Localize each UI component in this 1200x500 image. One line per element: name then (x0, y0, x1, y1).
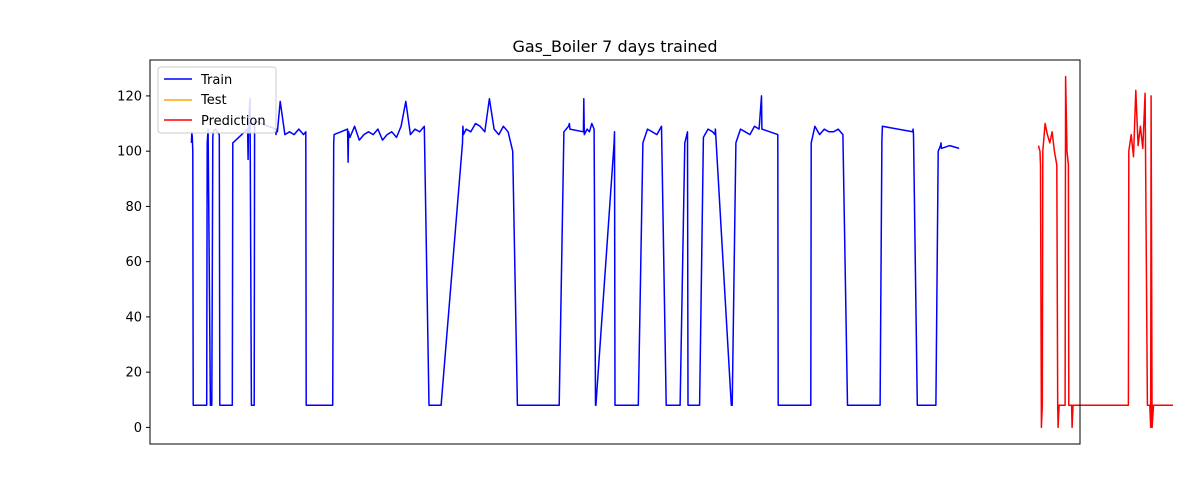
legend-label-prediction: Prediction (201, 114, 266, 129)
plot-frame (149, 59, 1081, 445)
y-tick-label: 0 (134, 421, 142, 436)
plot-area: 0 20 40 60 80 100 120 (117, 59, 1173, 445)
y-axis: 0 20 40 60 80 100 120 (117, 89, 150, 436)
y-tick-label: 60 (125, 255, 142, 270)
chart-title: Gas_Boiler 7 days trained (512, 37, 717, 57)
legend-box (157, 66, 277, 134)
y-tick-label: 40 (125, 310, 142, 325)
legend-label-test: Test (200, 93, 227, 108)
y-tick-label: 100 (117, 145, 142, 160)
legend-label-train: Train (200, 73, 232, 88)
y-tick-label: 20 (125, 366, 142, 381)
y-tick-label: 80 (125, 200, 142, 215)
y-tick-label: 120 (117, 89, 142, 104)
legend: Train Test Prediction (157, 66, 277, 134)
series-line-prediction (1037, 75, 1173, 429)
